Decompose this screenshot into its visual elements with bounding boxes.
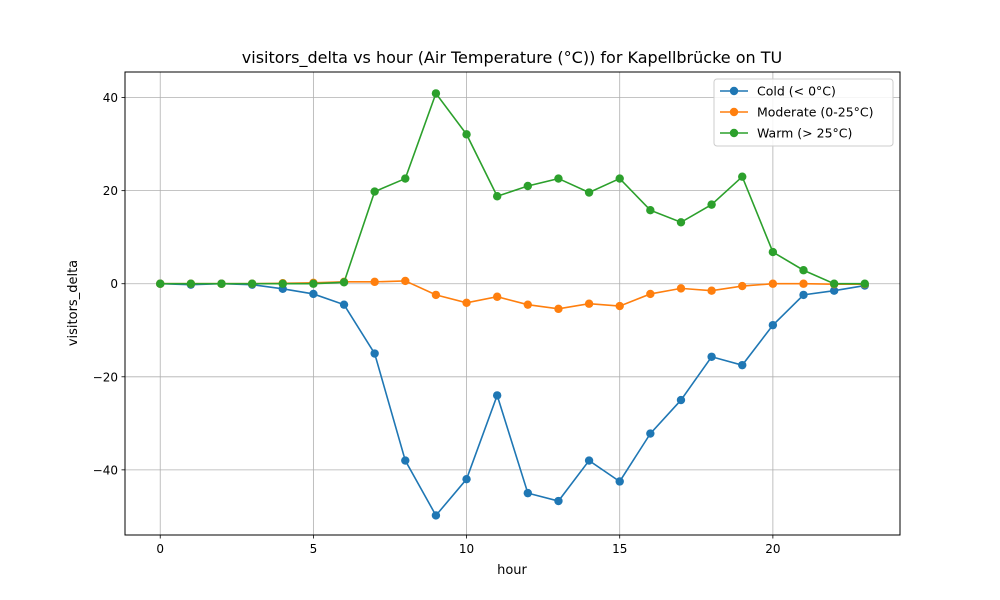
data-point	[676, 284, 686, 293]
data-point	[247, 279, 257, 288]
y-tick-label: 0	[110, 277, 118, 291]
chart-title: visitors_delta vs hour (Air Temperature …	[242, 48, 782, 68]
data-point	[431, 511, 441, 520]
data-point	[768, 247, 778, 257]
data-point	[584, 188, 594, 197]
data-point	[799, 279, 808, 288]
data-point	[401, 276, 410, 286]
data-point	[615, 477, 624, 486]
data-point	[646, 206, 655, 215]
data-point	[370, 349, 379, 358]
data-point	[707, 352, 716, 361]
x-axis-label: hour	[497, 563, 527, 578]
x-tick-label: 15	[612, 542, 627, 556]
legend-marker	[729, 128, 739, 138]
data-point	[523, 488, 533, 498]
data-point	[799, 266, 808, 275]
data-point	[554, 304, 563, 314]
x-tick-label: 20	[765, 542, 780, 556]
data-point	[370, 187, 379, 196]
x-tick-label: 5	[310, 542, 318, 556]
data-point	[492, 192, 502, 201]
data-point	[860, 279, 869, 288]
data-point	[615, 301, 624, 311]
data-point	[186, 279, 196, 288]
series-3	[156, 89, 869, 288]
data-point	[462, 298, 471, 308]
series-1	[156, 279, 869, 520]
data-point	[370, 277, 379, 287]
data-point	[431, 290, 441, 300]
series-line	[160, 280, 865, 310]
data-point	[156, 279, 165, 288]
data-point	[829, 286, 839, 295]
y-axis-label: visitors_delta	[66, 260, 81, 346]
data-point	[738, 172, 747, 181]
data-point	[431, 89, 441, 98]
data-point	[646, 289, 655, 299]
data-point	[676, 395, 686, 405]
data-point	[554, 174, 563, 183]
data-point	[309, 279, 318, 288]
legend-label: Warm (> 25°C)	[757, 126, 852, 141]
data-point	[217, 279, 226, 288]
legend-marker	[729, 107, 739, 117]
data-point	[492, 391, 502, 400]
data-point	[738, 281, 747, 291]
data-point	[799, 290, 808, 300]
data-point	[462, 474, 471, 484]
data-point	[707, 200, 716, 209]
data-point	[278, 279, 287, 288]
data-point	[738, 360, 747, 370]
y-tick-label: −20	[93, 370, 118, 384]
legend-box	[713, 78, 894, 147]
series-group	[156, 89, 869, 520]
y-tick-label: 40	[103, 91, 118, 105]
data-point	[768, 320, 778, 330]
axis-ticks: 0 5 10 15 20 −40 −20 0 20 40	[93, 91, 781, 556]
data-point	[707, 286, 716, 295]
data-point	[523, 181, 533, 191]
x-tick-label: 10	[459, 542, 474, 556]
data-point	[492, 292, 502, 301]
legend-label: Cold (< 0°C)	[757, 84, 836, 99]
y-tick-label: 20	[103, 184, 118, 198]
data-point	[829, 279, 839, 288]
data-point	[339, 278, 349, 287]
x-tick-label: 0	[156, 542, 164, 556]
data-point	[339, 300, 349, 309]
series-2	[156, 276, 869, 314]
data-point	[676, 218, 686, 227]
data-point	[584, 299, 594, 308]
legend-label: Moderate (0-25°C)	[757, 105, 874, 120]
data-point	[615, 174, 624, 183]
y-tick-label: −40	[93, 463, 118, 477]
data-point	[462, 130, 471, 139]
series-line	[160, 91, 865, 285]
legend: Cold (< 0°C) Moderate (0-25°C) Warm (> 25°…	[713, 78, 894, 147]
plot-area	[124, 71, 901, 536]
data-point	[554, 496, 563, 506]
data-point	[584, 456, 594, 465]
data-point	[309, 289, 318, 299]
data-point	[523, 300, 533, 309]
data-point	[401, 456, 410, 465]
series-line	[160, 282, 865, 517]
data-point	[768, 279, 778, 288]
legend-marker	[729, 86, 739, 96]
data-point	[401, 174, 410, 183]
data-point	[646, 429, 655, 438]
